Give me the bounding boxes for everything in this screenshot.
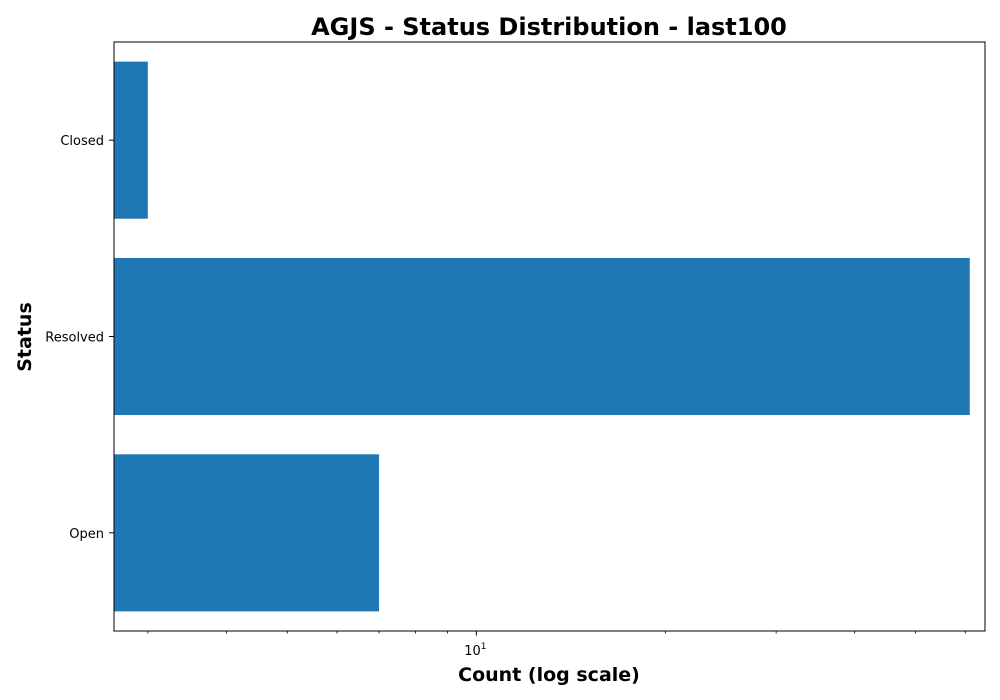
y-tick-label: Open xyxy=(69,527,104,542)
x-axis-ticks: 101 xyxy=(147,631,966,659)
bar-resolved xyxy=(114,257,970,416)
y-axis-label: Status xyxy=(14,302,36,372)
bar-closed xyxy=(114,61,148,219)
x-tick-label: 101 xyxy=(464,642,486,659)
bar-open xyxy=(114,454,380,612)
x-axis-label: Count (log scale) xyxy=(458,664,640,686)
y-tick-label: Resolved xyxy=(45,331,104,346)
bars xyxy=(114,61,970,612)
y-tick-label: Closed xyxy=(60,134,104,149)
chart-title: AGJS - Status Distribution - last100 xyxy=(311,13,787,41)
y-axis-ticks: Closed Resolved Open xyxy=(45,134,114,542)
